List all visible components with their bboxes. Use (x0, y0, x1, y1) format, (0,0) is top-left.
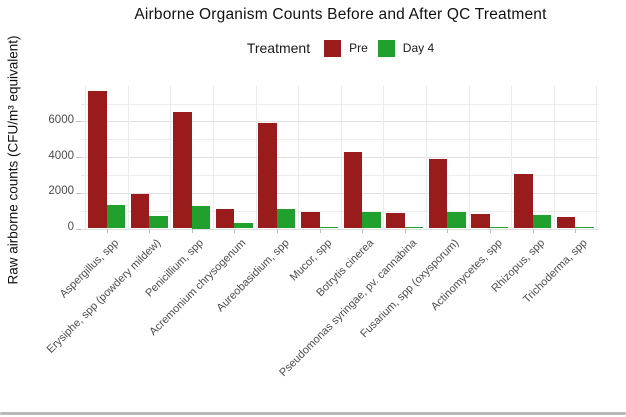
y-tick-label: 2000 (48, 185, 74, 198)
bar-day4 (106, 205, 125, 229)
x-tick (362, 229, 364, 233)
legend-swatch-pre (324, 39, 342, 57)
gridline-v (213, 86, 214, 229)
gridline-v (85, 86, 87, 229)
gridline-v (383, 86, 385, 229)
x-tick (234, 229, 236, 233)
y-tick (76, 121, 81, 123)
gridline-h (81, 192, 599, 194)
gridline-v (298, 86, 300, 229)
gridline-v (426, 86, 427, 229)
bar-pre (428, 158, 448, 229)
gridline-v (255, 86, 257, 229)
gridline-h (81, 103, 599, 105)
y-tick (76, 157, 81, 159)
bar-day4 (404, 227, 424, 229)
legend-entry-pre: Pre (324, 39, 368, 57)
bar-day4 (532, 215, 551, 229)
bottom-divider (0, 412, 626, 415)
y-tick-label: 6000 (48, 113, 74, 126)
legend-label-day4: Day 4 (402, 41, 435, 55)
bar-pre (514, 174, 533, 229)
chart-title: Airborne Organism Counts Before and Afte… (134, 6, 547, 23)
bar-day4 (447, 212, 466, 229)
legend: Treatment Pre Day 4 (55, 38, 626, 58)
gridline-v (170, 86, 172, 229)
gridline-h (81, 139, 599, 141)
bar-pre (343, 151, 363, 229)
y-tick (76, 228, 81, 230)
x-tick (532, 229, 534, 233)
x-tick (319, 229, 321, 233)
bar-day4 (191, 206, 211, 229)
bar-day4 (149, 216, 168, 229)
bar-pre (301, 211, 320, 229)
gridline-v (596, 86, 598, 229)
bar-pre (258, 123, 277, 229)
gridline-v (511, 86, 513, 229)
bar-pre (471, 214, 490, 229)
x-tick (191, 229, 193, 233)
gridline-h (81, 157, 599, 159)
bar-pre (386, 213, 405, 229)
gridline-h (81, 210, 599, 212)
x-tick (106, 229, 108, 233)
gridline-v (340, 86, 342, 229)
gridline-h (81, 121, 599, 123)
x-tick (276, 229, 278, 233)
bar-day4 (489, 227, 509, 229)
gridline-h (81, 174, 599, 176)
y-tick-label: 4000 (48, 149, 74, 162)
bar-day4 (276, 208, 296, 229)
legend-swatch-day4 (377, 39, 395, 57)
bar-day4 (234, 222, 253, 229)
bar-pre (88, 91, 107, 229)
x-tick (575, 229, 577, 233)
bar-pre (130, 193, 150, 229)
legend-entry-day4: Day 4 (377, 39, 435, 57)
gridline-h (81, 228, 599, 230)
y-tick-label: 0 (67, 221, 74, 233)
bar-day4 (319, 227, 338, 229)
gridline-v (553, 86, 555, 229)
gridline-v (127, 86, 129, 229)
bar-pre (215, 208, 235, 229)
x-category-label: Aureobasidium, spp (214, 237, 292, 315)
bar-pre (556, 216, 576, 229)
bar-day4 (575, 227, 594, 229)
legend-title: Treatment (246, 40, 311, 56)
x-tick (149, 229, 151, 233)
bar-pre (173, 112, 192, 229)
bar-day4 (362, 211, 381, 229)
x-tick (404, 229, 406, 233)
legend-label-pre: Pre (349, 41, 368, 55)
y-tick (76, 192, 81, 194)
x-tick (489, 229, 491, 233)
x-tick (447, 229, 449, 233)
gridline-v (468, 86, 470, 229)
